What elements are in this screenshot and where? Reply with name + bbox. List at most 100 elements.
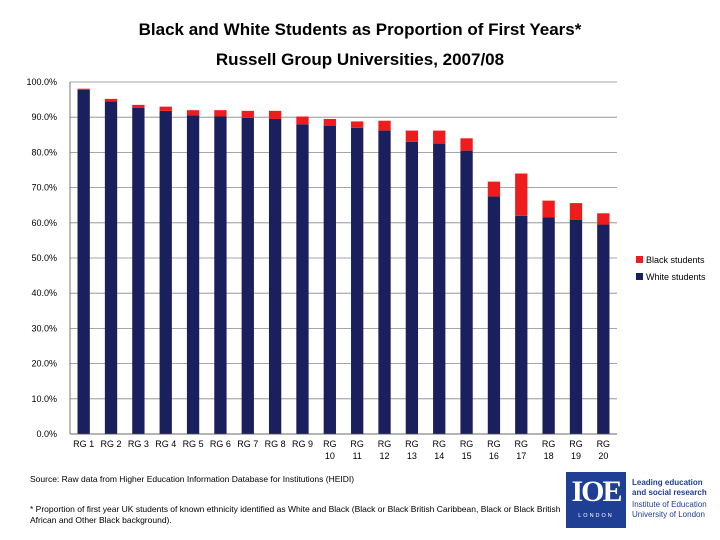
bar-black-students (77, 88, 90, 90)
legend-swatch (636, 256, 643, 263)
x-tick-label: 18 (544, 451, 554, 461)
legend-label: Black students (646, 255, 705, 265)
bar-black-students (433, 130, 446, 144)
x-tick-label: RG 7 (237, 439, 258, 449)
y-axis: 0.0% 10.0% 20.0% 30.0% 40.0% 50.0% 60.0% 70.0% 8… (26, 77, 71, 439)
bar-white-students (241, 117, 254, 435)
logo-tagline: Leading education and social research (632, 478, 707, 497)
bar-white-students (323, 126, 336, 434)
x-tick-label: 12 (380, 451, 390, 461)
x-tick-label: 11 (353, 451, 362, 461)
bar-white-students (597, 224, 610, 434)
y-tick-label: 30.0% (31, 323, 57, 333)
bar-white-students (104, 101, 118, 435)
x-tick-label: RG 1 (73, 439, 94, 449)
x-tick-label: RG (350, 439, 364, 449)
x-tick-label: 20 (598, 451, 608, 461)
gridlines (70, 81, 617, 435)
y-tick-label: 50.0% (31, 253, 57, 263)
bar-black-students (569, 203, 583, 220)
x-tick-label: 16 (489, 451, 499, 461)
x-tick-label: RG 6 (210, 439, 231, 449)
logo-mark: IOE (571, 475, 622, 508)
logo-text: Leading education and social research In… (632, 478, 718, 520)
x-tick-label: 13 (407, 451, 417, 461)
bar-white-students (542, 217, 555, 434)
bar-white-students (351, 127, 364, 434)
legend: Black students White students (636, 255, 706, 282)
y-tick-label: 0.0% (36, 429, 57, 439)
y-tick-label: 40.0% (31, 288, 57, 298)
x-tick-label: RG (405, 439, 419, 449)
bar-white-students (569, 219, 583, 434)
bar-black-students (405, 130, 419, 142)
bar-black-students (241, 110, 254, 118)
x-tick-label: RG (460, 439, 474, 449)
x-tick-label: RG 5 (183, 439, 204, 449)
bar-black-students (268, 110, 282, 119)
bar-black-students (132, 104, 145, 108)
bar-white-students (433, 143, 446, 434)
x-tick-label: RG (597, 439, 611, 449)
footnote: * Proportion of first year UK students o… (30, 504, 561, 525)
y-tick-label: 70.0% (31, 183, 57, 193)
bar-black-students (460, 138, 473, 151)
bar-white-students (132, 107, 145, 435)
bar-white-students (378, 130, 391, 435)
bar-white-students (405, 141, 419, 434)
y-tick-label: 90.0% (31, 112, 57, 122)
x-tick-label: RG (515, 439, 529, 449)
x-tick-label: 19 (571, 451, 581, 461)
x-tick-label: RG 8 (265, 439, 286, 449)
x-tick-label: RG 3 (128, 439, 149, 449)
legend-swatch (636, 273, 643, 280)
x-tick-label: RG (487, 439, 501, 449)
ioe-logo: IOE LONDON (566, 472, 626, 528)
bar-black-students (296, 116, 309, 125)
bar-white-students (296, 124, 309, 435)
bar-black-students (323, 118, 336, 126)
y-tick-label: 80.0% (31, 147, 57, 157)
bar-black-students (542, 200, 555, 218)
legend-label: White students (646, 272, 706, 282)
x-tick-label: RG 2 (101, 439, 122, 449)
x-tick-label: RG (432, 439, 446, 449)
bar-black-students (104, 98, 118, 102)
y-tick-label: 100.0% (26, 77, 57, 87)
x-tick-label: RG (569, 439, 583, 449)
bar-white-students (159, 110, 172, 434)
x-tick-label: RG (542, 439, 556, 449)
chart-title: Black and White Students as Proportion o… (138, 20, 582, 39)
chart-subtitle: Russell Group Universities, 2007/08 (215, 50, 505, 69)
y-tick-label: 60.0% (31, 218, 57, 228)
bar-white-students (214, 116, 227, 434)
bar-black-students (597, 213, 610, 225)
x-tick-label: RG (323, 439, 337, 449)
bar-white-students (77, 89, 90, 434)
bar-black-students (214, 110, 227, 117)
bar-black-students (351, 121, 364, 128)
bar-white-students (460, 150, 473, 434)
x-tick-label: 14 (434, 451, 444, 461)
x-tick-label: RG (378, 439, 392, 449)
bar-white-students (268, 118, 282, 435)
x-tick-label: RG 4 (155, 439, 176, 449)
bar-black-students (487, 181, 501, 197)
bar-white-students (186, 115, 200, 434)
x-axis: RG 1 RG 2 RG 3 RG 4 RG 5 RG 6 RG 7 RG 8 RG 9 RG 10… (70, 433, 617, 461)
logo-sub: LONDON (578, 513, 614, 519)
bars (77, 88, 610, 435)
bar-black-students (186, 110, 200, 116)
y-tick-label: 20.0% (31, 359, 57, 369)
y-tick-label: 10.0% (31, 394, 57, 404)
x-tick-label: 17 (516, 451, 526, 461)
source-note: Source: Raw data from Higher Education I… (30, 474, 355, 484)
bar-white-students (487, 196, 501, 434)
bar-black-students (515, 173, 528, 216)
x-tick-label: RG 9 (292, 439, 313, 449)
bar-white-students (515, 215, 528, 434)
bar-black-students (159, 106, 172, 111)
bar-black-students (378, 120, 391, 131)
logo-institution: Institute of Education University of Lon… (632, 500, 707, 519)
